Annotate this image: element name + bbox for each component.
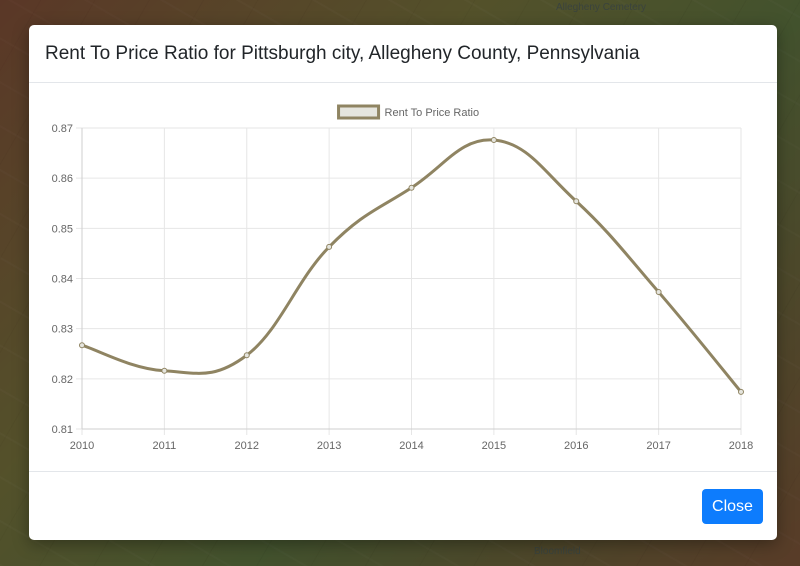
y-tick-label: 0.82 bbox=[52, 374, 73, 386]
y-tick-label: 0.86 bbox=[52, 173, 73, 185]
y-tick-label: 0.87 bbox=[52, 123, 73, 135]
x-tick-label: 2018 bbox=[729, 440, 753, 452]
x-tick-label: 2011 bbox=[153, 440, 177, 452]
chart-modal: Rent To Price Ratio for Pittsburgh city,… bbox=[29, 25, 777, 540]
x-tick-label: 2013 bbox=[317, 440, 341, 452]
line-chart: 0.81 0.82 0.83 0.84 0.85 0.86 0.87 2010 2011 2012… bbox=[52, 104, 753, 452]
x-tick-label: 2016 bbox=[564, 440, 588, 452]
x-tick-label: 2010 bbox=[70, 440, 94, 452]
data-point bbox=[243, 352, 250, 359]
modal-body: 0.81 0.82 0.83 0.84 0.85 0.86 0.87 2010 2011 2012… bbox=[29, 83, 777, 472]
legend-swatch bbox=[337, 104, 381, 120]
x-tick-label: 2017 bbox=[646, 440, 670, 452]
modal-title: Rent To Price Ratio for Pittsburgh city,… bbox=[45, 42, 640, 64]
data-point bbox=[326, 243, 333, 250]
data-point bbox=[79, 342, 85, 349]
modal-footer: Close bbox=[29, 472, 777, 541]
data-point bbox=[738, 388, 744, 395]
data-point bbox=[490, 137, 497, 144]
data-point bbox=[408, 184, 415, 191]
data-point bbox=[161, 367, 168, 374]
map-label-bloomfield: Bloomfield bbox=[534, 546, 581, 557]
x-tick-label: 2015 bbox=[482, 440, 506, 452]
data-point bbox=[655, 289, 662, 296]
y-tick-label: 0.81 bbox=[52, 424, 73, 436]
y-tick-label: 0.84 bbox=[52, 274, 73, 286]
x-tick-label: 2012 bbox=[235, 440, 259, 452]
x-tick-label: 2014 bbox=[399, 440, 423, 452]
map-label-cemetery: Allegheny Cemetery bbox=[556, 2, 647, 13]
legend-label: Rent To Price Ratio bbox=[385, 107, 480, 119]
modal-header: Rent To Price Ratio for Pittsburgh city,… bbox=[29, 25, 777, 83]
y-tick-label: 0.85 bbox=[52, 223, 73, 235]
data-point bbox=[573, 198, 580, 205]
y-tick-label: 0.83 bbox=[52, 324, 73, 336]
series-line bbox=[81, 138, 743, 393]
close-button[interactable]: Close bbox=[702, 489, 763, 524]
